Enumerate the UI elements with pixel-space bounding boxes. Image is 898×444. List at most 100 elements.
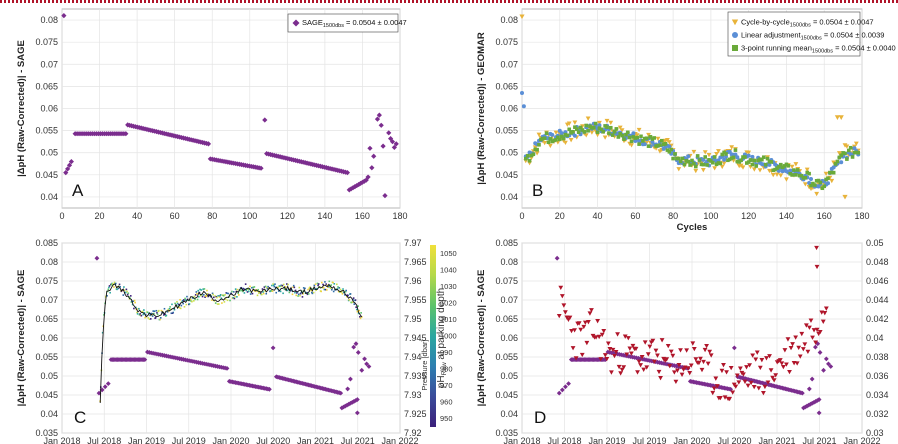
- data-point: [814, 264, 820, 270]
- ph-point: [160, 309, 163, 312]
- ph-point: [252, 286, 254, 289]
- right-y-tick-label: 7.96: [404, 276, 422, 286]
- ph-point: [226, 299, 229, 302]
- ph-point: [322, 283, 324, 286]
- data-point: [627, 135, 632, 140]
- right-y-tick-label: 7.925: [404, 409, 427, 419]
- ph-point: [287, 283, 289, 286]
- data-point: [354, 410, 360, 416]
- data-point: [687, 371, 693, 376]
- data-point: [547, 143, 553, 149]
- data-point: [576, 321, 582, 326]
- ph-point: [111, 282, 114, 285]
- x-tick-label: Jan 2018: [43, 436, 80, 444]
- data-point: [552, 138, 556, 143]
- data-point: [627, 346, 633, 351]
- data-point: [751, 384, 757, 390]
- data-point: [369, 165, 375, 171]
- data-point: [765, 380, 771, 385]
- ph-point: [199, 288, 201, 291]
- data-point: [733, 148, 738, 152]
- data-point: [559, 134, 564, 139]
- x-tick-label: Jul 2018: [547, 436, 581, 444]
- ph-point: [149, 318, 152, 320]
- data-point: [778, 173, 784, 178]
- data-point: [635, 370, 640, 375]
- x-tick-label: 60: [170, 211, 180, 221]
- ph-point: [150, 312, 153, 315]
- ph-point: [247, 288, 249, 291]
- data-point: [348, 376, 353, 382]
- ph-point: [249, 285, 251, 288]
- ph-point: [130, 301, 133, 303]
- ph-point: [143, 311, 146, 314]
- x-tick-label: 120: [280, 211, 295, 221]
- data-point: [786, 163, 791, 168]
- ph-point: [306, 291, 308, 294]
- data-point: [744, 365, 749, 370]
- legend-marker: [732, 32, 738, 38]
- data-point: [834, 115, 841, 120]
- data-point: [686, 159, 691, 164]
- y-tick-label: 0.04: [500, 192, 518, 202]
- x-tick-label: Jul 2021: [341, 436, 375, 444]
- ph-point: [226, 292, 228, 295]
- data-point: [645, 352, 651, 357]
- ph-point: [302, 287, 305, 289]
- data-point: [534, 151, 540, 156]
- ph-point: [232, 296, 234, 299]
- ph-point: [237, 292, 239, 294]
- ph-point: [292, 286, 294, 289]
- data-point: [809, 183, 813, 188]
- ph-point: [240, 286, 243, 289]
- data-point: [572, 133, 577, 138]
- data-point: [563, 132, 568, 137]
- ph-point: [324, 288, 327, 291]
- data-point: [612, 129, 617, 134]
- data-point: [816, 397, 822, 402]
- data-point: [676, 167, 682, 172]
- ph-line: [99, 283, 363, 404]
- ph-point: [194, 298, 196, 301]
- data-point: [572, 120, 578, 125]
- ph-point: [236, 295, 238, 298]
- y-tick-label: 0.085: [495, 238, 518, 248]
- ph-point: [117, 287, 120, 290]
- data-point: [520, 91, 524, 96]
- ph-point: [201, 295, 204, 298]
- data-point: [622, 334, 628, 339]
- data-point: [814, 191, 820, 197]
- ph-point: [113, 286, 115, 288]
- data-point: [630, 343, 636, 349]
- ph-point: [327, 286, 329, 289]
- data-point: [605, 341, 611, 346]
- data-point: [618, 132, 623, 136]
- data-point: [678, 159, 683, 164]
- ph-point: [203, 288, 206, 290]
- ph-point: [125, 288, 128, 291]
- data-point: [362, 356, 367, 362]
- data-point: [726, 158, 730, 163]
- data-point: [835, 159, 840, 164]
- data-point: [787, 369, 792, 375]
- ph-point: [227, 292, 229, 295]
- right-y-tick-label: 7.945: [404, 333, 427, 343]
- data-point: [142, 357, 148, 363]
- data-point: [813, 340, 818, 345]
- data-point: [595, 319, 601, 324]
- data-point: [750, 154, 755, 159]
- data-point: [841, 151, 845, 155]
- y-axis-label: |ΔpH (Raw-Corrected)| - SAGE: [476, 270, 487, 407]
- data-point: [809, 177, 813, 182]
- colorbar-tick-label: 1040: [440, 265, 457, 274]
- y-tick-label: 0.055: [35, 126, 58, 136]
- panel-letter-d: D: [534, 408, 546, 427]
- ph-point: [133, 299, 136, 302]
- ph-point: [116, 288, 118, 291]
- data-point: [584, 123, 589, 128]
- data-point: [642, 136, 647, 141]
- data-point: [680, 156, 685, 161]
- ph-point: [283, 288, 286, 291]
- data-point: [779, 361, 785, 366]
- right-y-tick-label: 7.955: [404, 295, 427, 305]
